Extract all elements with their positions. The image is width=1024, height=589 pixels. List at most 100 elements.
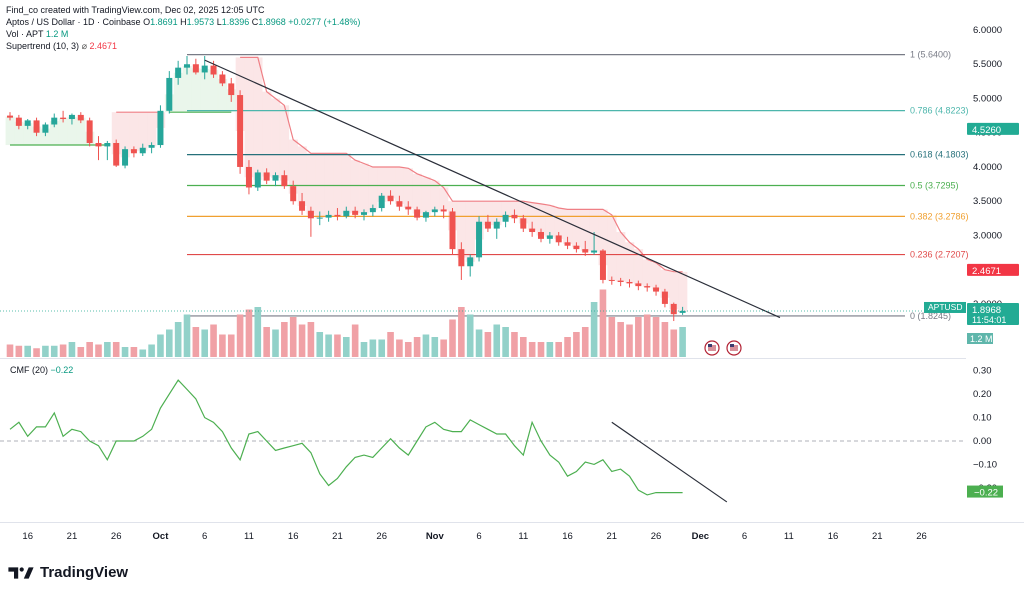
supertrend-down-fill — [403, 168, 413, 209]
candle-body — [184, 64, 190, 68]
candle-body — [591, 250, 598, 253]
volume-bar — [360, 342, 368, 357]
volume-bar — [520, 337, 527, 357]
time-axis-tick: 21 — [332, 531, 343, 542]
candle-body — [272, 175, 279, 181]
supertrend-down-fill — [571, 209, 582, 248]
volume-legend: Vol · APT 1.2 M — [6, 28, 360, 40]
supertrend-up-fill — [40, 128, 51, 146]
volume-bar — [670, 329, 678, 357]
candle-body — [476, 221, 483, 258]
time-axis-tick: 26 — [376, 531, 387, 542]
candle-body — [60, 117, 67, 120]
supertrend-up-fill — [173, 72, 183, 113]
candle-body — [237, 95, 244, 167]
volume-bar — [396, 339, 403, 357]
cmf-axis-tick: 0.20 — [973, 389, 992, 400]
candle-body — [378, 195, 385, 209]
supertrend-up-fill — [76, 117, 86, 146]
candle-body — [449, 211, 456, 250]
volume-bar — [307, 322, 315, 357]
volume-bar — [121, 347, 129, 357]
time-axis-tick: 26 — [916, 531, 927, 542]
pane-separator[interactable] — [0, 358, 1024, 359]
time-axis-tick: 16 — [22, 531, 33, 542]
supertrend-down-fill — [111, 112, 121, 155]
candle-body — [520, 218, 527, 229]
volume-bar — [387, 332, 394, 357]
candle-body — [68, 114, 75, 120]
candle-body — [414, 209, 421, 218]
volume-label: Vol · APT — [6, 29, 44, 39]
volume-bar — [608, 317, 616, 357]
candle-body — [405, 206, 412, 210]
supertrend-down-fill — [678, 271, 688, 312]
tradingview-icon — [8, 566, 34, 579]
time-axis-tick: 21 — [607, 531, 618, 542]
supertrend-up-fill — [182, 65, 192, 113]
volume-bar — [227, 334, 235, 357]
candle-body — [201, 65, 208, 73]
volume-bar — [626, 324, 633, 357]
candle-body — [529, 228, 536, 233]
time-axis-tick: 16 — [562, 531, 573, 542]
candle-body — [299, 201, 306, 211]
volume-bar — [458, 307, 465, 357]
supertrend-icon: ⌀ — [81, 41, 87, 51]
volume-bar — [422, 334, 430, 357]
supertrend-down-fill — [439, 187, 449, 211]
cmf-axis-tick: 0.30 — [973, 366, 992, 377]
supertrend-up-fill — [58, 118, 68, 146]
flag-canton-icon — [730, 344, 734, 347]
supertrend-legend: Supertrend (10, 3) ⌀ 2.4671 — [6, 40, 360, 52]
volume-bar — [475, 329, 483, 357]
supertrend-down-fill — [306, 153, 316, 215]
time-axis-tick: 6 — [202, 531, 207, 542]
volume-bar — [679, 327, 686, 357]
supertrend-up-fill — [67, 116, 77, 146]
time-axis-tick: 21 — [872, 531, 883, 542]
flag-canton-icon — [708, 344, 712, 347]
candle-body — [219, 74, 226, 84]
volume-bar — [581, 327, 589, 357]
volume-bar — [404, 342, 412, 357]
volume-bar — [157, 334, 164, 357]
supertrend-down-fill — [271, 98, 281, 178]
supertrend-down-fill — [341, 153, 352, 214]
volume-bar — [24, 345, 31, 357]
supertrend-down-fill — [147, 112, 157, 147]
volume-bar — [289, 317, 297, 357]
volume-bar — [68, 342, 76, 357]
candle-body — [316, 217, 323, 219]
candle-body — [113, 142, 120, 166]
supertrend-down-line — [240, 56, 683, 273]
supertrend-down-fill — [350, 160, 360, 213]
candle-body — [679, 310, 686, 313]
candle-body — [228, 83, 235, 96]
supertrend-label: Supertrend (10, 3) — [6, 41, 80, 51]
supertrend-down-fill — [483, 201, 493, 226]
supertrend-down-fill — [386, 166, 396, 199]
volume-bar — [77, 347, 85, 357]
supertrend-down-fill — [288, 139, 298, 194]
countdown-label: 11:54:01 — [972, 315, 1006, 325]
volume-bar — [236, 314, 244, 357]
price-axis-tick: 3.5000 — [973, 196, 1002, 207]
volume-bar — [484, 332, 492, 357]
price-trendline — [204, 59, 781, 319]
candle-body — [175, 67, 182, 78]
candle-body — [546, 235, 553, 239]
candle-body — [7, 115, 13, 118]
candle-body — [361, 212, 367, 215]
cmf-axis-label-bg — [967, 485, 1003, 498]
author-line: Find_co created with TradingView.com, De… — [6, 5, 265, 15]
volume-bar — [210, 324, 217, 357]
candle-body — [599, 250, 606, 280]
supertrend-down-fill — [510, 201, 520, 217]
volume-bar — [573, 332, 580, 357]
time-axis-tick: 26 — [111, 531, 122, 542]
ticker-tag-bg — [924, 301, 966, 313]
axis-price-label: 2.4671 — [972, 266, 1001, 277]
volume-bar — [431, 337, 439, 357]
